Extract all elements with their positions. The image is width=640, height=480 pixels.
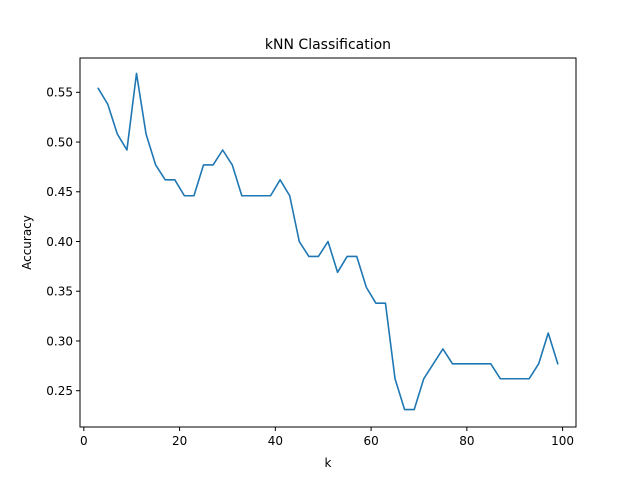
- y-tick-label: 0.55: [46, 86, 73, 100]
- axes-frame: [79, 57, 577, 428]
- x-tick-label: 80: [459, 434, 474, 448]
- x-axis-label: k: [325, 456, 332, 470]
- y-tick-label: 0.40: [46, 235, 73, 249]
- plot-area: [97, 72, 559, 411]
- y-axis-label: Accuracy: [20, 215, 34, 270]
- y-tick-label: 0.30: [46, 334, 73, 348]
- x-tick-label: 100: [551, 434, 574, 448]
- accuracy-series-line: [97, 72, 559, 411]
- x-tick-label: 0: [80, 434, 88, 448]
- chart-title: kNN Classification: [265, 37, 391, 53]
- y-tick-label: 0.45: [46, 185, 73, 199]
- x-tick-label: 40: [268, 434, 283, 448]
- y-tick-label: 0.35: [46, 285, 73, 299]
- x-axis: 0 20 40 60 80 100: [80, 427, 574, 448]
- x-tick-label: 20: [172, 434, 187, 448]
- y-tick-label: 0.25: [46, 384, 73, 398]
- y-tick-label: 0.50: [46, 135, 73, 149]
- y-axis: 0.25 0.30 0.35 0.40 0.45 0.50 0.55: [46, 86, 80, 398]
- x-tick-label: 60: [363, 434, 378, 448]
